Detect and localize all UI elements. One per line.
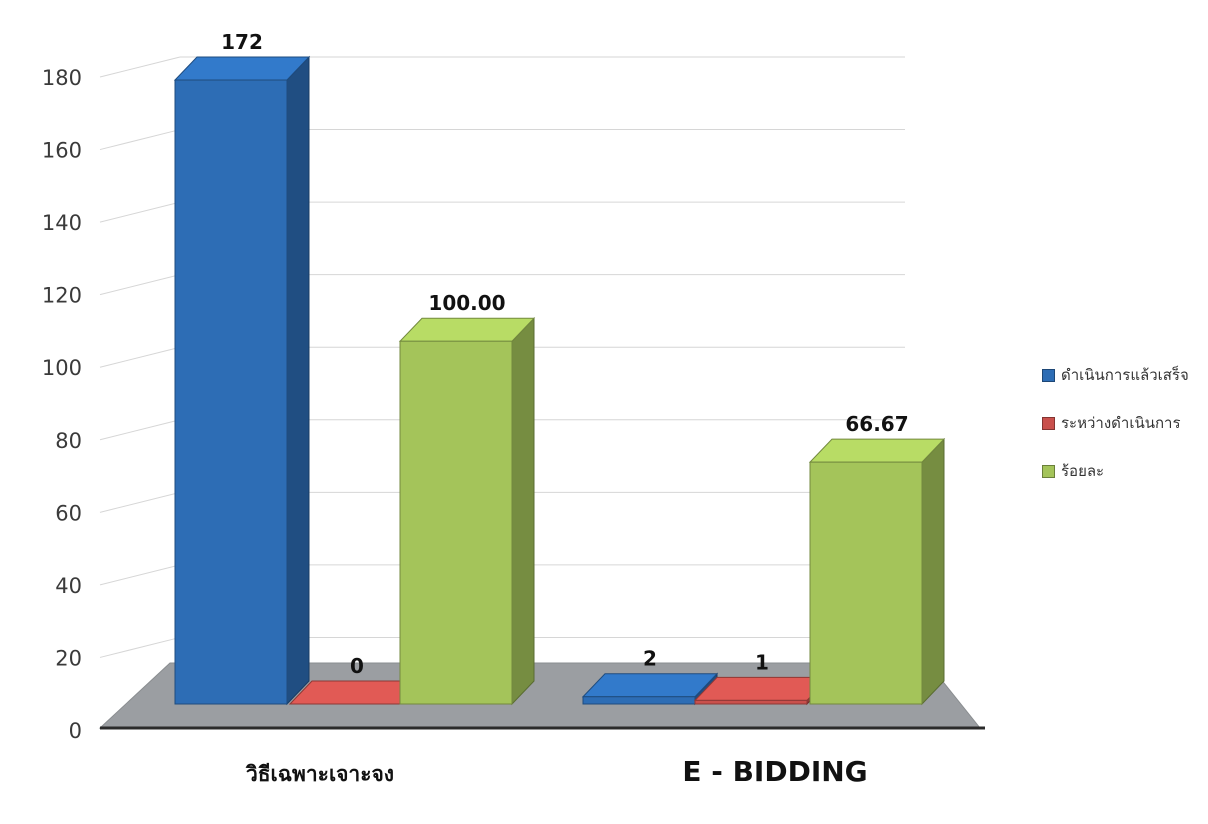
data-label-completed: 2 bbox=[643, 647, 657, 671]
bar-top-percent bbox=[808, 438, 946, 463]
bar-completed bbox=[582, 696, 696, 705]
bar-side-percent bbox=[511, 316, 535, 706]
legend-item-in-progress: ระหว่างดำเนินการ bbox=[1042, 410, 1189, 436]
bar-in-progress bbox=[694, 699, 808, 705]
category-label: E - BIDDING bbox=[682, 755, 867, 788]
legend-label-in-progress: ระหว่างดำเนินการ bbox=[1061, 414, 1181, 432]
legend-item-completed: ดำเนินการแล้วเสร็จ bbox=[1042, 362, 1189, 388]
legend-label-completed: ดำเนินการแล้วเสร็จ bbox=[1061, 366, 1189, 384]
data-label-in-progress: 1 bbox=[755, 650, 769, 674]
bar-percent bbox=[809, 461, 923, 705]
y-tick-label: 60 bbox=[55, 501, 82, 525]
bars-group bbox=[173, 55, 946, 706]
data-label-percent: 100.00 bbox=[428, 291, 505, 315]
y-tick-label: 160 bbox=[42, 139, 82, 163]
bar-side-percent bbox=[921, 437, 945, 706]
data-labels-group: 172 0 100.00 2 1 66.67 bbox=[221, 30, 909, 678]
gridline bbox=[99, 201, 181, 223]
data-label-in-progress: 0 bbox=[350, 654, 364, 678]
bar-completed bbox=[174, 79, 288, 705]
y-tick-label: 40 bbox=[55, 574, 82, 598]
legend-item-percent: ร้อยละ bbox=[1042, 458, 1189, 484]
gridline bbox=[99, 56, 181, 78]
gridline bbox=[99, 419, 181, 441]
bar-side-completed bbox=[286, 55, 310, 706]
gridline bbox=[99, 274, 181, 296]
bar-top-completed bbox=[173, 56, 311, 81]
y-tick-label: 80 bbox=[55, 429, 82, 453]
legend-swatch-completed bbox=[1042, 368, 1055, 382]
gridline bbox=[99, 491, 181, 513]
y-tick-label: 0 bbox=[69, 719, 82, 743]
gridline bbox=[99, 346, 181, 368]
y-tick-label: 180 bbox=[42, 66, 82, 90]
y-tick-label: 20 bbox=[55, 646, 82, 670]
gridline bbox=[99, 129, 181, 151]
y-tick-label: 100 bbox=[42, 356, 82, 380]
chart-legend: ดำเนินการแล้วเสร็จ ระหว่างดำเนินการ ร้อย… bbox=[1042, 362, 1189, 506]
legend-swatch-in-progress bbox=[1042, 416, 1055, 430]
y-tick-label: 140 bbox=[42, 211, 82, 235]
category-label: วิธีเฉพาะเจาะจง bbox=[245, 762, 394, 786]
data-label-completed: 172 bbox=[221, 30, 263, 54]
data-label-percent: 66.67 bbox=[845, 412, 908, 436]
gridline bbox=[99, 564, 181, 586]
bar-top-in-progress bbox=[693, 676, 831, 701]
y-tick-label: 120 bbox=[42, 284, 82, 308]
bar-top-percent bbox=[398, 317, 536, 342]
bar-percent bbox=[399, 340, 513, 705]
legend-label-percent: ร้อยละ bbox=[1061, 462, 1105, 480]
gridline bbox=[99, 636, 181, 658]
legend-swatch-percent bbox=[1042, 464, 1055, 478]
bar-top-completed bbox=[581, 673, 719, 698]
